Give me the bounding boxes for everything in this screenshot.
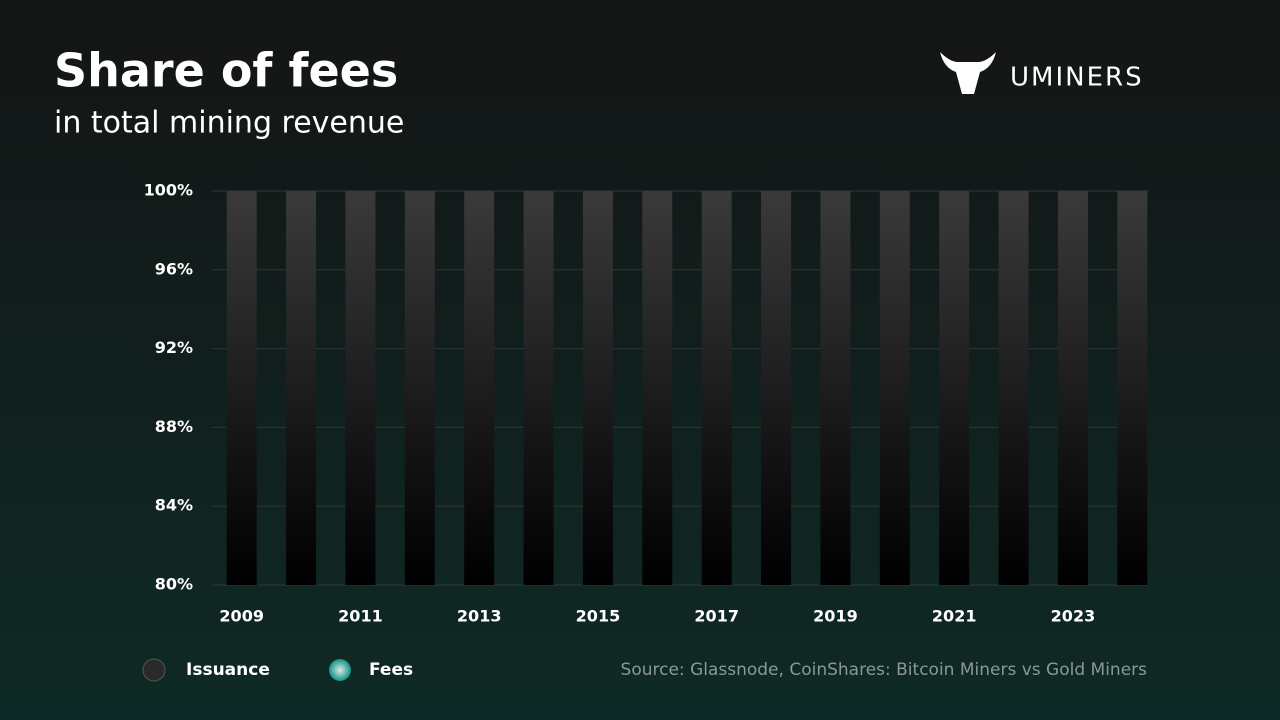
x-tick-label: 2011 <box>338 607 383 626</box>
x-tick-label: 2023 <box>1051 607 1096 626</box>
legend-swatch <box>142 658 166 682</box>
y-tick-label: 96% <box>155 259 193 278</box>
x-tick-label: 2013 <box>457 607 502 626</box>
y-tick-label: 80% <box>155 575 193 594</box>
issuance-bar <box>523 191 554 585</box>
chart-subtitle: in total mining revenue <box>54 106 404 141</box>
issuance-bar <box>345 191 376 585</box>
source: Source: Glassnode, CoinShares: Bitcoin M… <box>621 660 1148 680</box>
legend-swatch <box>329 659 351 681</box>
x-tick-label: 2017 <box>694 607 739 626</box>
issuance-bar <box>286 191 317 585</box>
issuance-bar <box>820 191 851 585</box>
x-tick-label: 2019 <box>813 607 858 626</box>
x-tick-label: 2021 <box>932 607 977 626</box>
x-tick-label: 2009 <box>219 607 264 626</box>
logo-icon <box>940 52 996 94</box>
issuance-bar <box>1057 191 1088 585</box>
issuance-bar <box>939 191 970 585</box>
issuance-bar <box>998 191 1029 585</box>
issuance-bar <box>761 191 792 585</box>
y-tick-label: 100% <box>144 181 193 200</box>
issuance-bar <box>1117 191 1148 585</box>
y-tick-label: 88% <box>155 417 193 436</box>
y-tick-label: 92% <box>155 338 193 357</box>
legend-label: Issuance <box>186 660 270 680</box>
issuance-bar <box>879 191 910 585</box>
legend-label: Fees <box>369 660 413 680</box>
issuance-bar <box>701 191 732 585</box>
x-tick-label: 2015 <box>576 607 621 626</box>
issuance-bar <box>642 191 673 585</box>
issuance-bar <box>226 191 257 585</box>
issuance-bar <box>404 191 435 585</box>
logo-text: UMINERS <box>1010 63 1144 93</box>
issuance-bar <box>464 191 495 585</box>
issuance-bar <box>582 191 613 585</box>
logo: UMINERS <box>940 52 1144 94</box>
chart-title: Share of fees <box>54 44 398 98</box>
y-tick-label: 84% <box>155 496 193 515</box>
